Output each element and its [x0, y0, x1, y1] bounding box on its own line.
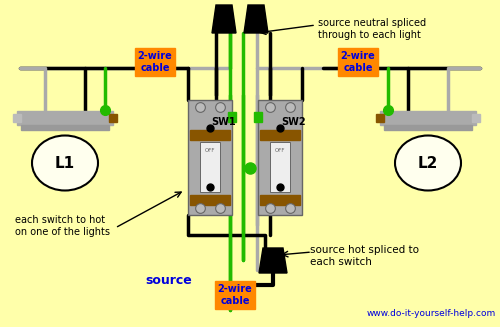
Bar	[109, 114, 117, 122]
Text: source hot spliced to
each switch: source hot spliced to each switch	[310, 245, 419, 267]
Text: source neutral spliced
through to each light: source neutral spliced through to each l…	[318, 18, 426, 40]
Text: www.do-it-yourself-help.com: www.do-it-yourself-help.com	[367, 309, 496, 318]
Bar	[380, 111, 476, 125]
Text: OFF: OFF	[205, 147, 215, 152]
Bar	[190, 195, 230, 205]
Ellipse shape	[32, 135, 98, 191]
Bar	[17, 111, 113, 125]
Bar	[21, 125, 109, 130]
Bar	[376, 114, 384, 122]
Bar	[260, 195, 300, 205]
Polygon shape	[259, 248, 287, 273]
Bar	[260, 130, 300, 140]
Ellipse shape	[395, 135, 461, 191]
Text: 2-wire
cable: 2-wire cable	[138, 51, 172, 73]
Bar	[384, 125, 472, 130]
Bar	[13, 114, 21, 122]
Text: OFF: OFF	[275, 147, 285, 152]
Text: L1: L1	[55, 157, 75, 171]
Bar	[190, 130, 230, 140]
Text: 2-wire
cable: 2-wire cable	[218, 284, 252, 306]
Text: each switch to hot
on one of the lights: each switch to hot on one of the lights	[15, 215, 110, 237]
Bar	[228, 112, 236, 122]
Text: 2-wire
cable: 2-wire cable	[340, 51, 376, 73]
Text: source: source	[145, 273, 192, 286]
Polygon shape	[244, 5, 268, 33]
Bar	[472, 114, 480, 122]
Bar	[258, 100, 302, 215]
Text: SW1: SW1	[212, 117, 236, 127]
Bar	[254, 112, 262, 122]
Bar	[270, 142, 290, 192]
Bar	[200, 142, 220, 192]
Text: L2: L2	[418, 157, 438, 171]
Text: SW2: SW2	[282, 117, 306, 127]
Polygon shape	[212, 5, 236, 33]
Bar	[188, 100, 232, 215]
